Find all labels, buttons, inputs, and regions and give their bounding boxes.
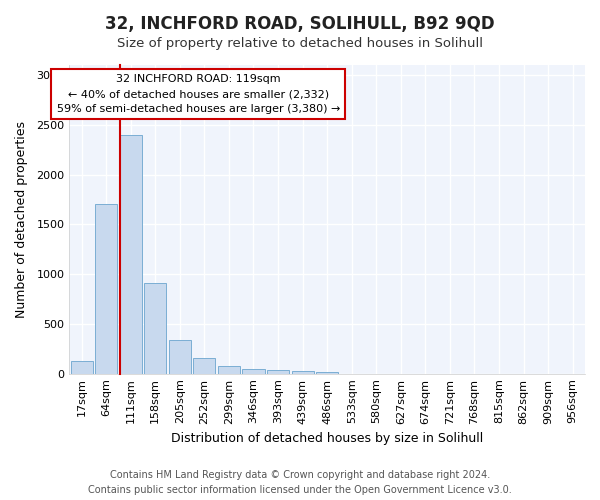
- Bar: [71, 360, 92, 374]
- Bar: [218, 366, 240, 374]
- Bar: [193, 358, 215, 374]
- Bar: [316, 372, 338, 374]
- Bar: [119, 134, 142, 374]
- Bar: [292, 370, 314, 374]
- Text: 32 INCHFORD ROAD: 119sqm
← 40% of detached houses are smaller (2,332)
59% of sem: 32 INCHFORD ROAD: 119sqm ← 40% of detach…: [56, 74, 340, 114]
- Text: Contains HM Land Registry data © Crown copyright and database right 2024.
Contai: Contains HM Land Registry data © Crown c…: [88, 470, 512, 495]
- Bar: [144, 283, 166, 374]
- Bar: [267, 370, 289, 374]
- Text: 32, INCHFORD ROAD, SOLIHULL, B92 9QD: 32, INCHFORD ROAD, SOLIHULL, B92 9QD: [105, 15, 495, 33]
- X-axis label: Distribution of detached houses by size in Solihull: Distribution of detached houses by size …: [171, 432, 483, 445]
- Bar: [95, 204, 117, 374]
- Text: Size of property relative to detached houses in Solihull: Size of property relative to detached ho…: [117, 38, 483, 51]
- Bar: [169, 340, 191, 374]
- Bar: [242, 368, 265, 374]
- Y-axis label: Number of detached properties: Number of detached properties: [15, 121, 28, 318]
